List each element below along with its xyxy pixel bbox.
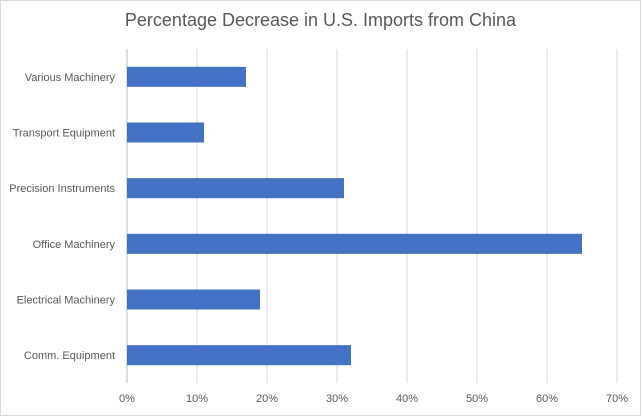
bar [127, 345, 351, 366]
category-labels: Various Machinery Transport Equipment Prec… [9, 72, 115, 362]
x-tick-label: 70% [606, 393, 628, 405]
bar [127, 178, 344, 199]
x-tick-label: 30% [326, 393, 348, 405]
x-tick-label: 20% [256, 393, 278, 405]
category-label: Various Machinery [25, 72, 116, 84]
chart-title: Percentage Decrease in U.S. Imports from… [124, 10, 517, 30]
x-tick-label: 40% [396, 393, 418, 405]
gridlines [126, 49, 618, 383]
category-label: Precision Instruments [9, 183, 115, 195]
category-label: Transport Equipment [13, 128, 115, 140]
tick-labels: 0% 10% 20% 30% 40% 50% 60% 70% [119, 393, 628, 405]
bar [127, 233, 582, 254]
bar [127, 289, 260, 310]
x-tick-label: 50% [466, 393, 488, 405]
x-tick-label: 0% [119, 393, 135, 405]
bar [127, 122, 204, 143]
bar [127, 66, 246, 87]
x-tick-label: 10% [186, 393, 208, 405]
bars [127, 66, 582, 366]
category-label: Office Machinery [33, 239, 116, 251]
category-label: Comm. Equipment [24, 350, 115, 362]
category-label: Electrical Machinery [17, 295, 116, 307]
x-tick-label: 60% [536, 393, 558, 405]
